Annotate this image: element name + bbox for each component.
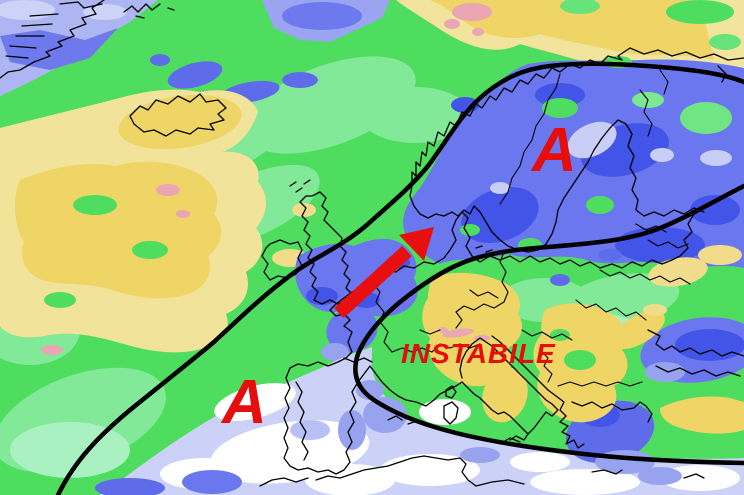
pressure-isolines	[55, 61, 744, 495]
flow-arrow-icon	[334, 227, 434, 319]
country-borders	[371, 69, 691, 387]
high-pressure-label-atlantic: A	[222, 368, 267, 437]
high-pressure-label-north: A	[532, 116, 577, 185]
isoline-south	[353, 183, 744, 466]
isoline-northeast	[55, 61, 744, 495]
instability-label: INSTABILE	[401, 338, 556, 369]
